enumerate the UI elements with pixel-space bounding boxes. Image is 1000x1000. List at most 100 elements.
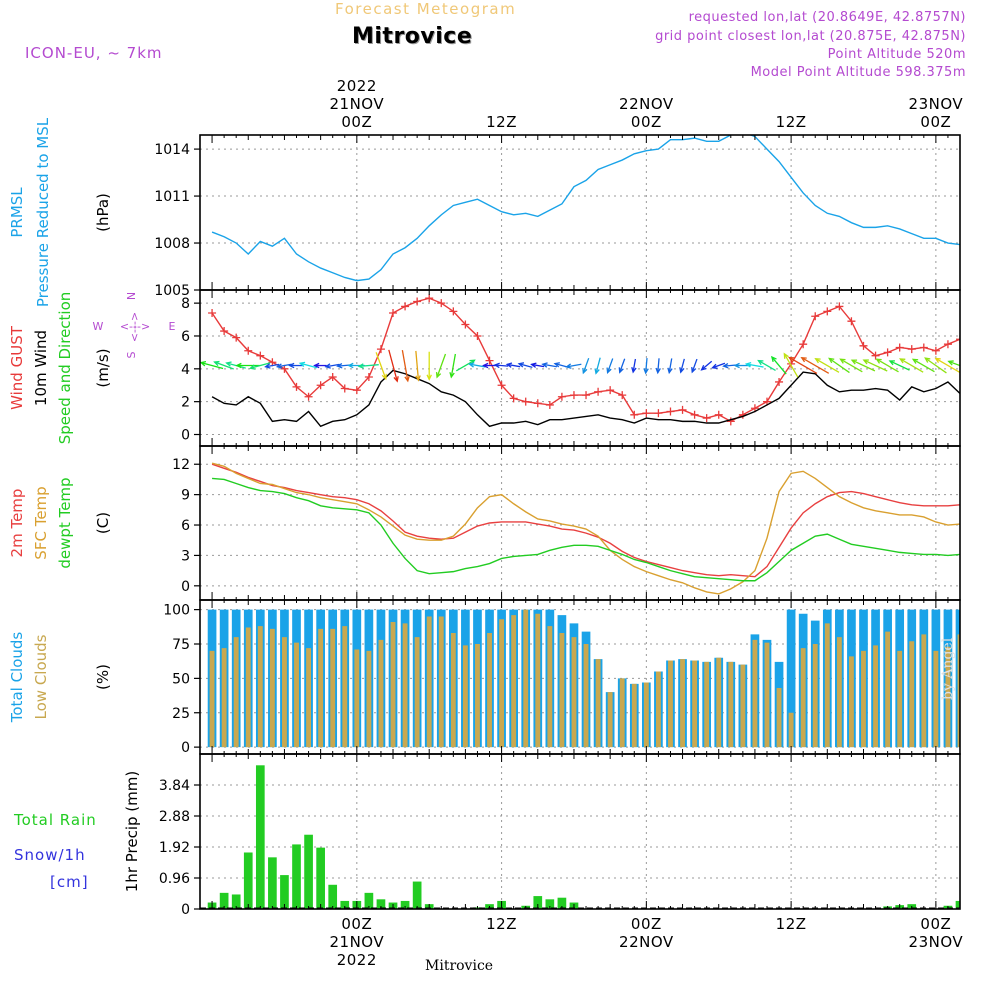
wind-arrow-head xyxy=(530,362,537,368)
y-tick-label: 75 xyxy=(172,637,190,653)
low-cloud-bar xyxy=(487,633,492,748)
low-cloud-bar xyxy=(595,659,601,748)
wind-arrow-head xyxy=(517,362,525,368)
low-cloud-bar xyxy=(571,637,577,748)
wind-arrow xyxy=(401,350,409,382)
low-cloud-bar xyxy=(933,650,939,748)
total-cloud-bar xyxy=(968,610,977,748)
top-time-label: 12Z xyxy=(486,113,517,131)
wind-arrow-head xyxy=(744,362,752,368)
wind-arrow-head xyxy=(324,363,331,369)
rain-bar xyxy=(968,905,977,909)
series-line-2 xyxy=(211,462,960,595)
gust-marker xyxy=(509,394,518,403)
low-cloud-bar xyxy=(547,626,553,748)
wind-arrow xyxy=(358,364,379,368)
y-tick-label: 1011 xyxy=(154,189,190,205)
low-cloud-bar xyxy=(282,637,287,748)
wind-arrow xyxy=(899,358,924,373)
gust-marker xyxy=(352,386,361,395)
location-title: Mitrovice xyxy=(352,24,473,49)
wind-arrow xyxy=(948,360,960,367)
rain-bar xyxy=(268,857,277,909)
unit-label: (C) xyxy=(94,512,112,534)
gust-marker xyxy=(642,409,651,418)
wind-arrow-head xyxy=(347,362,354,369)
wind-arrow-head xyxy=(415,375,421,382)
compass-arrow-vertical: <---> xyxy=(128,312,141,342)
wind-arrow xyxy=(801,357,830,374)
low-cloud-bar xyxy=(836,637,842,748)
unit-label: 1hr Precip (mm) xyxy=(123,771,141,892)
gust-marker xyxy=(304,392,313,401)
wind-arrow-head xyxy=(911,358,919,364)
low-cloud-bar xyxy=(366,650,372,748)
panel-frame xyxy=(199,134,961,291)
gust-marker xyxy=(594,387,603,396)
wind-arrow xyxy=(924,357,947,374)
wind-arrow-head xyxy=(582,367,588,375)
top-time-label: 00Z xyxy=(341,113,372,131)
gust-marker xyxy=(582,391,591,400)
model-label: ICON-EU, ~ 7km xyxy=(25,44,163,62)
wind-arrow xyxy=(973,364,996,368)
series-label: Speed and Direction xyxy=(56,292,74,445)
low-cloud-bar xyxy=(655,671,661,748)
total-cloud-bar xyxy=(992,610,1000,748)
wind-arrow xyxy=(632,358,637,373)
wind-arrow-head xyxy=(711,363,718,369)
wind-arrow xyxy=(657,358,660,373)
low-cloud-bar xyxy=(776,688,782,748)
wind-arrow-head xyxy=(947,360,954,366)
wind-arrow-head xyxy=(449,372,455,379)
rain-bar xyxy=(400,900,410,909)
gust-marker xyxy=(292,382,301,391)
wind-arrow xyxy=(494,364,509,367)
wind-arrow-head xyxy=(594,368,600,375)
y-tick-label: 8 xyxy=(181,296,190,312)
low-cloud-bar xyxy=(619,678,625,748)
wind-arrow xyxy=(325,363,340,368)
wind-arrow xyxy=(815,358,840,373)
low-cloud-bar xyxy=(848,656,854,748)
y-tick-label: 100 xyxy=(163,603,190,619)
unit-label: (m/s) xyxy=(94,348,112,387)
y-tick-label: 0 xyxy=(181,902,190,918)
wind-arrow xyxy=(876,358,899,373)
wind-arrow-head xyxy=(973,362,978,366)
wind-arrow-head xyxy=(606,367,612,374)
wind-arrow-head xyxy=(298,361,306,368)
low-cloud-bar xyxy=(221,648,227,748)
low-cloud-bar xyxy=(945,646,951,748)
low-cloud-bar xyxy=(752,639,758,748)
gust-marker xyxy=(557,392,566,401)
gust-marker xyxy=(244,346,253,355)
wind-arrow-head xyxy=(468,362,475,368)
wind-arrow-head xyxy=(924,357,931,363)
panel-frame xyxy=(199,599,961,755)
gust-marker xyxy=(208,308,217,317)
y-tick-label: 25 xyxy=(172,706,190,722)
rain-bar xyxy=(231,894,241,909)
wind-arrow-head xyxy=(381,373,387,381)
wind-arrow-head xyxy=(850,359,858,365)
gust-marker xyxy=(437,299,446,308)
watermark: by Angel xyxy=(940,637,956,700)
gust-marker xyxy=(799,340,808,349)
wind-arrow-head xyxy=(482,362,489,369)
wind-arrow-head xyxy=(643,368,649,375)
rain-bar xyxy=(328,884,338,909)
gust-marker xyxy=(449,307,458,316)
rain-bar xyxy=(955,900,960,909)
total-cloud-bar xyxy=(980,610,989,748)
rain-bar xyxy=(545,899,555,909)
series-label: Low Clouds xyxy=(32,634,50,719)
wind-arrow-head xyxy=(393,376,399,383)
series-line-1 xyxy=(211,463,960,578)
gust-marker xyxy=(654,409,663,418)
total-cloud-bar xyxy=(786,609,796,748)
wind-arrow xyxy=(828,357,850,374)
top-time-label: 21NOV xyxy=(330,95,385,113)
gust-marker xyxy=(606,386,615,395)
